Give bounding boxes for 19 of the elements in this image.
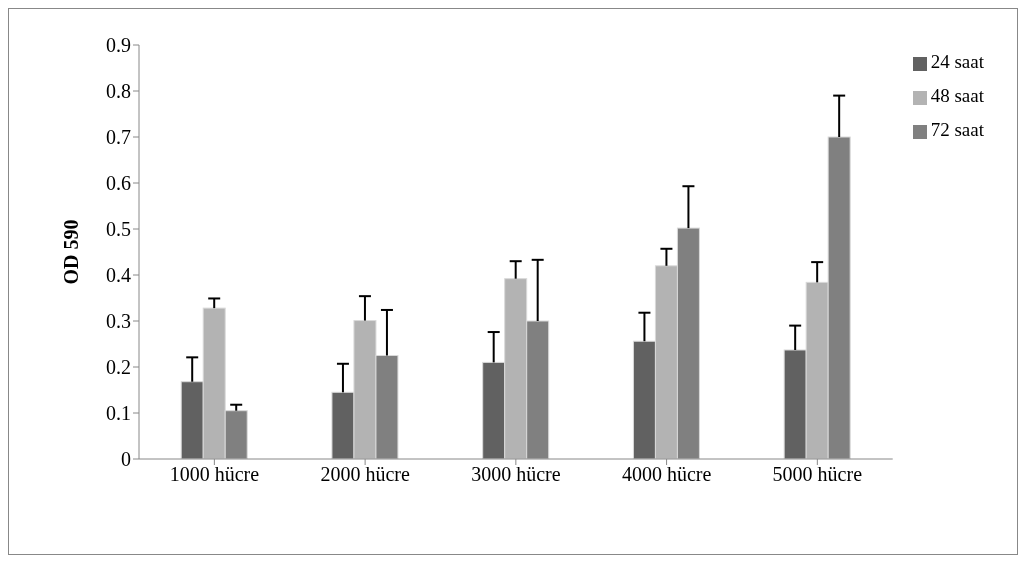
y-tick-label: 0.9 xyxy=(106,34,131,57)
x-tick-label: 4000 hücre xyxy=(621,463,712,486)
y-tick-label: 0.7 xyxy=(106,126,131,149)
y-tick-label: 0.6 xyxy=(106,172,131,195)
y-tick-label: 0.4 xyxy=(106,264,131,287)
y-tick-label: 0.5 xyxy=(106,218,131,241)
y-tick-label: 0 xyxy=(121,448,131,471)
legend-label: 72 saat xyxy=(930,119,984,140)
x-tick-label: 1000 hücre xyxy=(169,463,260,486)
x-tick-label: 5000 hücre xyxy=(772,463,863,486)
y-tick-label: 0.8 xyxy=(106,80,131,103)
y-tick-label: 0.3 xyxy=(106,310,131,333)
y-axis-title: OD 590 xyxy=(60,219,83,285)
x-tick-label: 2000 hücre xyxy=(320,463,410,486)
y-tick-label: 0.2 xyxy=(106,356,131,379)
legend-label: 48 saat xyxy=(930,85,984,106)
y-tick-label: 0.1 xyxy=(106,402,131,425)
legend-label: 24 saat xyxy=(930,51,984,72)
x-tick-label: 3000 hücre xyxy=(471,463,561,486)
